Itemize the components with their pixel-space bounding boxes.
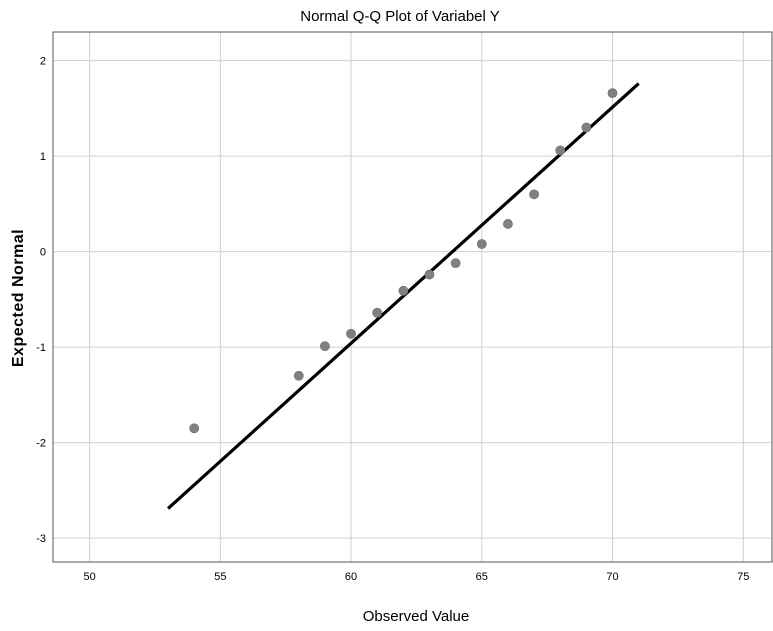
x-tick-label: 60: [345, 571, 357, 583]
data-point: [346, 328, 356, 339]
y-tick-label: -1: [36, 342, 46, 354]
data-point: [320, 341, 330, 352]
data-point: [503, 219, 513, 229]
reference-line: [166, 82, 640, 510]
tick-labels: 50 55 60 65 70 75 2 1 0 -1 -2 -3: [36, 56, 749, 583]
y-tick-label: 2: [40, 56, 46, 68]
data-point: [424, 269, 435, 280]
data-point: [581, 122, 592, 133]
grid: [53, 32, 772, 562]
reference-line-group: [166, 82, 640, 510]
y-tick-label: -3: [36, 533, 46, 545]
data-points: [189, 88, 618, 434]
x-axis-label: Observed Value: [363, 608, 469, 625]
x-tick-label: 70: [606, 571, 618, 583]
plot-frame: [52, 31, 773, 563]
x-tick-label: 50: [83, 571, 95, 583]
data-point: [555, 145, 566, 156]
x-tick-label: 75: [737, 571, 749, 583]
data-point: [607, 88, 618, 99]
y-tick-label: 1: [40, 151, 46, 163]
chart-title: Normal Q-Q Plot of Variabel Y: [300, 8, 500, 25]
data-point: [450, 258, 461, 268]
data-point: [529, 189, 539, 200]
y-tick-label: -2: [36, 438, 46, 450]
x-tick-label: 65: [476, 571, 488, 583]
y-tick-label: 0: [40, 247, 46, 259]
data-point: [293, 370, 304, 381]
data-point: [372, 307, 383, 318]
data-point: [476, 239, 487, 249]
data-point: [189, 423, 200, 434]
data-point: [398, 285, 409, 296]
y-axis-label: Expected Normal: [10, 229, 27, 367]
x-tick-label: 55: [214, 571, 226, 583]
